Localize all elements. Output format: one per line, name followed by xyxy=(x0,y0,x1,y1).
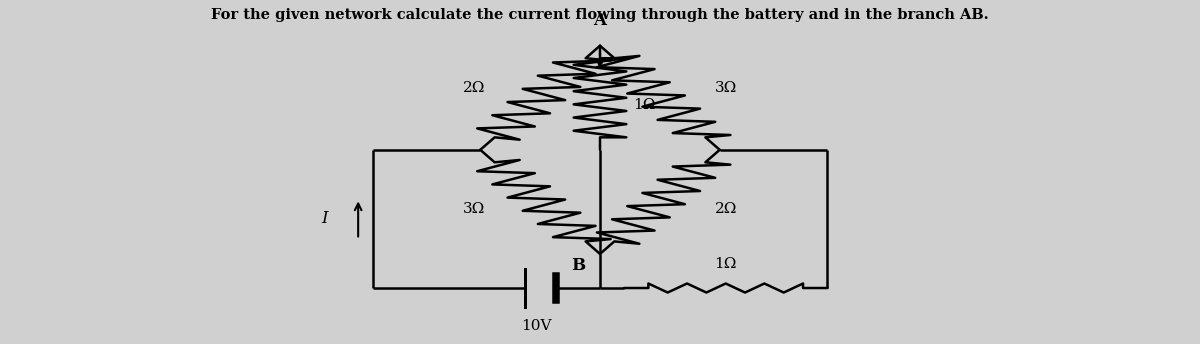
Text: B: B xyxy=(571,257,586,275)
Text: 1Ω: 1Ω xyxy=(634,98,656,111)
Text: 2Ω: 2Ω xyxy=(714,202,737,216)
Text: 2Ω: 2Ω xyxy=(463,80,486,95)
Text: 3Ω: 3Ω xyxy=(463,202,486,216)
Text: I: I xyxy=(322,211,329,227)
Text: A: A xyxy=(594,12,606,29)
Text: 1Ω: 1Ω xyxy=(714,257,737,271)
Text: 3Ω: 3Ω xyxy=(714,80,737,95)
Text: 10V: 10V xyxy=(521,319,552,333)
Text: For the given network calculate the current flowing through the battery and in t: For the given network calculate the curr… xyxy=(211,8,989,22)
